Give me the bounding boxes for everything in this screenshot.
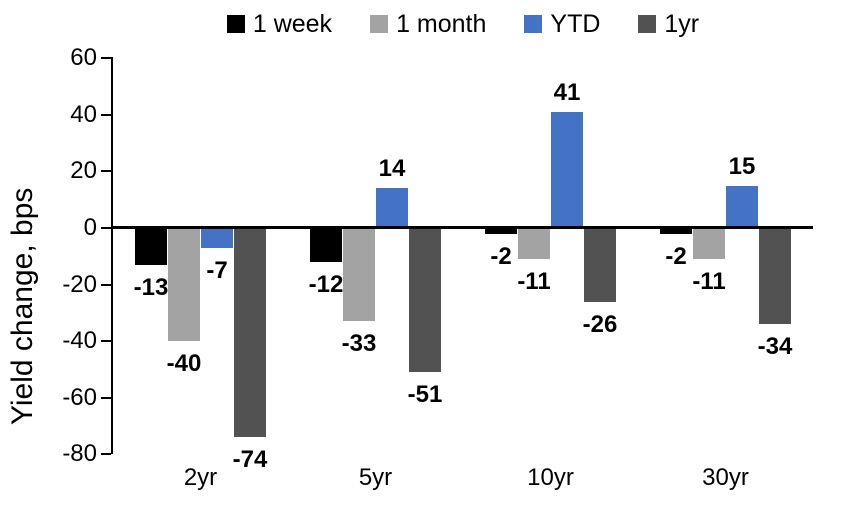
bar-value-label: -74 [232, 446, 268, 474]
legend-item-1-week: 1 week [226, 10, 333, 38]
bar-value-label: -40 [166, 350, 202, 378]
y-tick-mark [101, 340, 111, 343]
y-tick-label: 20 [70, 157, 97, 185]
bar-1yr-30yr [759, 228, 791, 325]
bar-1-week-5yr [310, 228, 342, 262]
y-tick-label: -60 [62, 383, 97, 411]
y-tick-mark [101, 453, 111, 456]
y-tick-mark [101, 283, 111, 286]
bar-value-label: -2 [665, 242, 687, 270]
legend-marker-ytd [524, 15, 543, 33]
y-tick-label: 0 [83, 214, 97, 241]
x-axis-category-label: 10yr [527, 464, 574, 491]
y-tick-label: 60 [70, 44, 97, 72]
x-axis-category-label: 30yr [702, 464, 749, 491]
bar-1-month-10yr [518, 228, 550, 260]
x-axis-category-label: 2yr [183, 464, 218, 491]
bar-1-week-10yr [485, 228, 517, 234]
bar-1-week-30yr [660, 228, 692, 234]
bar-1-month-30yr [693, 228, 725, 260]
y-tick-label: -20 [62, 270, 97, 298]
bar-value-label: 15 [728, 152, 756, 180]
y-tick-label: -40 [62, 327, 97, 355]
y-tick-mark [101, 113, 111, 116]
bar-value-label: 41 [553, 78, 581, 106]
bar-1-week-2yr [135, 228, 167, 265]
legend-item-1-month: 1 month [370, 10, 486, 38]
bar-value-label: -2 [490, 242, 512, 270]
y-tick-mark [101, 170, 111, 173]
bar-1yr-2yr [234, 228, 266, 438]
y-tick-mark [101, 57, 111, 60]
zero-line [113, 226, 813, 229]
legend-item-ytd: YTD [524, 10, 600, 38]
bar-value-label: -34 [757, 333, 793, 361]
bar-ytd-2yr [201, 228, 233, 248]
y-axis-line [111, 57, 113, 454]
y-tick-label: -80 [62, 440, 97, 468]
chart-legend: 1 week 1 month YTD 1yr [113, 6, 813, 42]
bar-value-label: -7 [206, 256, 228, 284]
legend-label: 1 week [252, 10, 333, 38]
bar-value-label: -12 [308, 270, 344, 298]
bar-1yr-5yr [409, 228, 441, 373]
bar-ytd-30yr [726, 185, 758, 228]
y-tick-mark [101, 227, 111, 229]
bar-value-label: -11 [692, 268, 726, 296]
bar-value-label: -26 [582, 310, 618, 338]
bar-1-month-5yr [343, 228, 375, 322]
bar-value-label: -51 [407, 381, 443, 409]
bar-value-label: 14 [378, 155, 406, 183]
legend-marker-1yr [638, 15, 657, 33]
bar-value-label: -13 [133, 273, 169, 301]
bar-1-month-2yr [168, 228, 200, 342]
bar-value-label: -33 [341, 330, 377, 358]
x-axis-category-label: 5yr [358, 464, 393, 491]
bar-value-label: -11 [517, 268, 551, 296]
legend-marker-1-week [226, 15, 245, 33]
y-tick-label: 40 [70, 100, 97, 128]
bar-1yr-10yr [584, 228, 616, 302]
legend-item-1yr: 1yr [638, 10, 699, 38]
legend-marker-1-month [370, 15, 389, 33]
legend-label: YTD [550, 10, 601, 38]
legend-label: 1 month [396, 10, 487, 38]
legend-label: 1yr [664, 10, 700, 38]
bar-ytd-10yr [551, 111, 583, 228]
bar-ytd-5yr [376, 188, 408, 228]
y-tick-mark [101, 396, 111, 399]
